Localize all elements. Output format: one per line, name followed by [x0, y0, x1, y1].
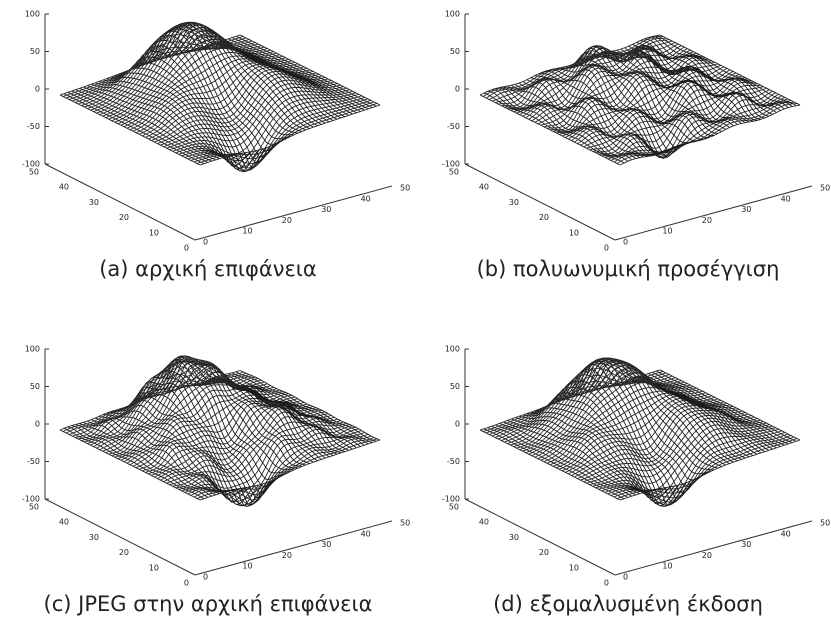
x-tick-label: 40 — [781, 194, 791, 203]
y-tick-label: 40 — [59, 518, 69, 527]
x-tick-label: 0 — [203, 573, 208, 582]
y-tick-label: 50 — [449, 168, 459, 177]
figure: 100500-50-1005040302010001020304050(a) α… — [0, 0, 831, 618]
y-tick-label: 40 — [479, 183, 489, 192]
z-tick-label: 100 — [445, 345, 460, 354]
mesh-line — [625, 382, 765, 452]
z-tick-label: 100 — [25, 345, 40, 354]
x-tick-label: 50 — [820, 184, 830, 193]
x-tick-label: 30 — [321, 205, 331, 214]
z-tick-label: 100 — [445, 10, 460, 19]
y-tick-label: 30 — [509, 198, 519, 207]
z-tick-label: 50 — [450, 47, 460, 56]
x-tick-label: 10 — [662, 562, 672, 571]
y-tick-label: 0 — [184, 244, 189, 253]
y-tick-label: 40 — [59, 183, 69, 192]
x-tick-label: 10 — [242, 562, 252, 571]
mesh-line — [103, 411, 243, 495]
y-tick-label: 0 — [184, 579, 189, 588]
y-tick-label: 10 — [569, 563, 579, 572]
y-tick-label: 10 — [149, 228, 159, 237]
z-tick-label: 0 — [35, 85, 40, 94]
y-tick-label: 50 — [29, 168, 39, 177]
mesh-line — [232, 38, 372, 108]
panel: 100500-50-1005040302010001020304050(b) π… — [442, 10, 830, 282]
x-tick-label: 30 — [741, 205, 751, 214]
mesh-line — [164, 84, 344, 147]
mesh-line — [236, 372, 376, 442]
x-tick-label: 20 — [702, 216, 712, 225]
y-tick-label: 20 — [539, 548, 549, 557]
z-tick-label: 0 — [455, 420, 460, 429]
x-tick-label: 0 — [623, 238, 628, 247]
y-tick-label: 30 — [89, 533, 99, 542]
caption: (c) JPEG στην αρχική επιφάνεια — [44, 592, 373, 616]
y-tick-label: 30 — [89, 198, 99, 207]
y-tick-label: 10 — [569, 228, 579, 237]
mesh-line — [504, 87, 644, 157]
x-tick-label: 20 — [282, 216, 292, 225]
z-tick-label: 50 — [450, 382, 460, 391]
x-tick-label: 40 — [361, 529, 371, 538]
x-tick-label: 10 — [242, 227, 252, 236]
x-tick-label: 0 — [203, 238, 208, 247]
x-tick-label: 10 — [662, 227, 672, 236]
mesh-line — [629, 380, 769, 450]
x-tick-label: 50 — [400, 519, 410, 528]
z-tick-label: -50 — [447, 122, 460, 131]
x-tick-label: 50 — [400, 184, 410, 193]
y-tick-label: 20 — [119, 548, 129, 557]
panel: 100500-50-1005040302010001020304050(d) ε… — [442, 345, 830, 617]
caption: (d) εξομαλυσμένη έκδοση — [493, 592, 763, 616]
y-axis — [465, 164, 615, 240]
y-tick-label: 10 — [149, 563, 159, 572]
z-tick-label: -50 — [27, 457, 40, 466]
z-tick-label: 0 — [455, 85, 460, 94]
x-tick-label: 0 — [623, 573, 628, 582]
x-tick-label: 30 — [321, 540, 331, 549]
x-tick-label: 50 — [820, 519, 830, 528]
z-tick-label: 100 — [25, 10, 40, 19]
y-tick-label: 20 — [539, 213, 549, 222]
z-tick-label: -50 — [447, 457, 460, 466]
z-tick-label: 50 — [30, 382, 40, 391]
caption: (a) αρχική επιφάνεια — [99, 257, 317, 281]
y-tick-label: 0 — [604, 579, 609, 588]
caption: (b) πολυωνυμική προσέγγιση — [477, 257, 780, 281]
y-tick-label: 30 — [509, 533, 519, 542]
x-tick-label: 20 — [702, 551, 712, 560]
y-tick-label: 40 — [479, 518, 489, 527]
y-tick-label: 50 — [449, 503, 459, 512]
x-tick-label: 20 — [282, 551, 292, 560]
y-axis — [465, 499, 615, 575]
y-axis — [45, 164, 195, 240]
x-tick-label: 30 — [741, 540, 751, 549]
y-axis — [45, 499, 195, 575]
y-tick-label: 20 — [119, 213, 129, 222]
z-tick-label: -50 — [27, 122, 40, 131]
x-tick-label: 40 — [781, 529, 791, 538]
z-tick-label: 50 — [30, 47, 40, 56]
y-tick-label: 50 — [29, 503, 39, 512]
y-tick-label: 0 — [604, 244, 609, 253]
z-tick-label: 0 — [35, 420, 40, 429]
x-tick-label: 40 — [361, 194, 371, 203]
